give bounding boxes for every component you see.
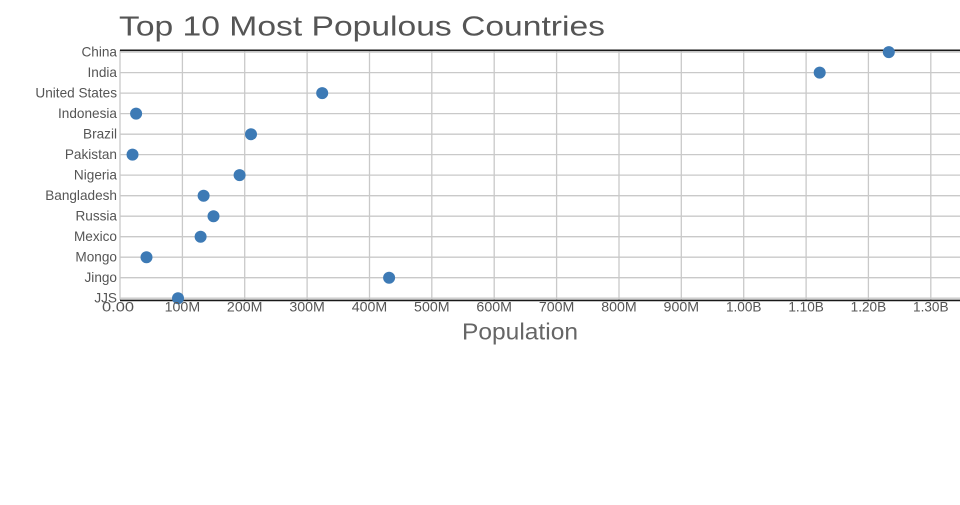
svg-text:Nigeria: Nigeria bbox=[74, 168, 118, 183]
svg-text:500M: 500M bbox=[414, 300, 450, 315]
svg-text:400M: 400M bbox=[352, 300, 388, 315]
svg-text:700M: 700M bbox=[539, 300, 575, 315]
svg-text:800M: 800M bbox=[601, 300, 637, 315]
svg-text:JJS: JJS bbox=[94, 291, 117, 306]
svg-text:600M: 600M bbox=[476, 300, 512, 315]
svg-text:China: China bbox=[81, 45, 117, 60]
svg-text:1.10B: 1.10B bbox=[788, 300, 824, 315]
svg-text:300M: 300M bbox=[289, 300, 325, 315]
svg-text:India: India bbox=[88, 65, 118, 80]
svg-text:1.00B: 1.00B bbox=[726, 300, 762, 315]
svg-text:200M: 200M bbox=[227, 300, 263, 315]
svg-text:Population: Population bbox=[462, 319, 578, 345]
svg-text:900M: 900M bbox=[664, 300, 700, 315]
svg-text:Bangladesh: Bangladesh bbox=[45, 188, 117, 203]
svg-text:Top 10 Most Populous Countries: Top 10 Most Populous Countries bbox=[119, 11, 605, 42]
svg-text:Russia: Russia bbox=[75, 209, 117, 224]
svg-text:Pakistan: Pakistan bbox=[65, 147, 117, 162]
svg-text:0.00: 0.00 bbox=[102, 300, 134, 315]
svg-text:United States: United States bbox=[35, 86, 117, 101]
svg-text:Jingo: Jingo bbox=[85, 270, 118, 285]
svg-text:Mongo: Mongo bbox=[75, 250, 117, 265]
svg-text:Indonesia: Indonesia bbox=[58, 106, 117, 121]
svg-text:1.20B: 1.20B bbox=[851, 300, 887, 315]
svg-text:Brazil: Brazil bbox=[83, 127, 117, 142]
svg-text:1.30B: 1.30B bbox=[913, 300, 949, 315]
svg-text:100M: 100M bbox=[165, 300, 201, 315]
svg-text:Mexico: Mexico bbox=[74, 229, 117, 244]
